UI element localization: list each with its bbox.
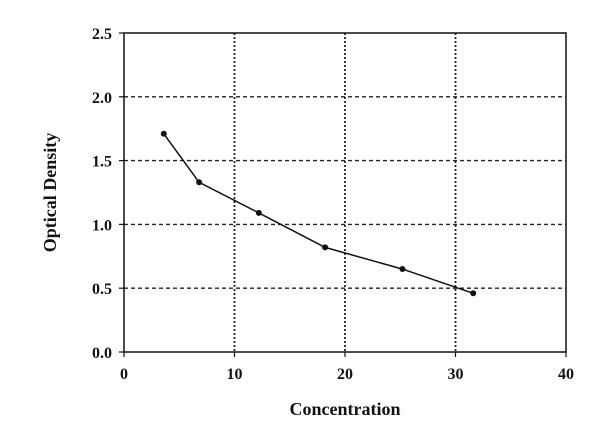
grid-lines (124, 33, 566, 352)
data-point (399, 266, 406, 273)
x-axis-title: Concentration (290, 399, 401, 419)
data-point (470, 290, 477, 297)
y-tick-label: 2.0 (92, 90, 112, 107)
y-axis-title: Optical Density (40, 133, 60, 253)
y-tick-label: 1.5 (92, 154, 112, 171)
y-tick-label: 2.5 (92, 26, 112, 43)
y-tick-label: 1.0 (92, 217, 112, 234)
x-tick-label: 10 (227, 366, 243, 383)
y-tick-label: 0.5 (92, 281, 112, 298)
x-tick-label: 20 (337, 366, 353, 383)
y-tick-label: 0.0 (92, 345, 112, 362)
data-series (160, 130, 477, 297)
data-point (322, 244, 329, 251)
x-tick-label: 40 (558, 366, 574, 383)
series-line (163, 133, 474, 295)
data-point (255, 209, 262, 216)
data-point (196, 179, 203, 186)
axis-ticks: 0 10 20 30 40 0.0 0.5 1.0 1.5 2.0 2.5 (92, 26, 574, 383)
x-tick-label: 30 (448, 366, 464, 383)
x-tick-label: 0 (120, 366, 128, 383)
data-point (160, 130, 167, 137)
